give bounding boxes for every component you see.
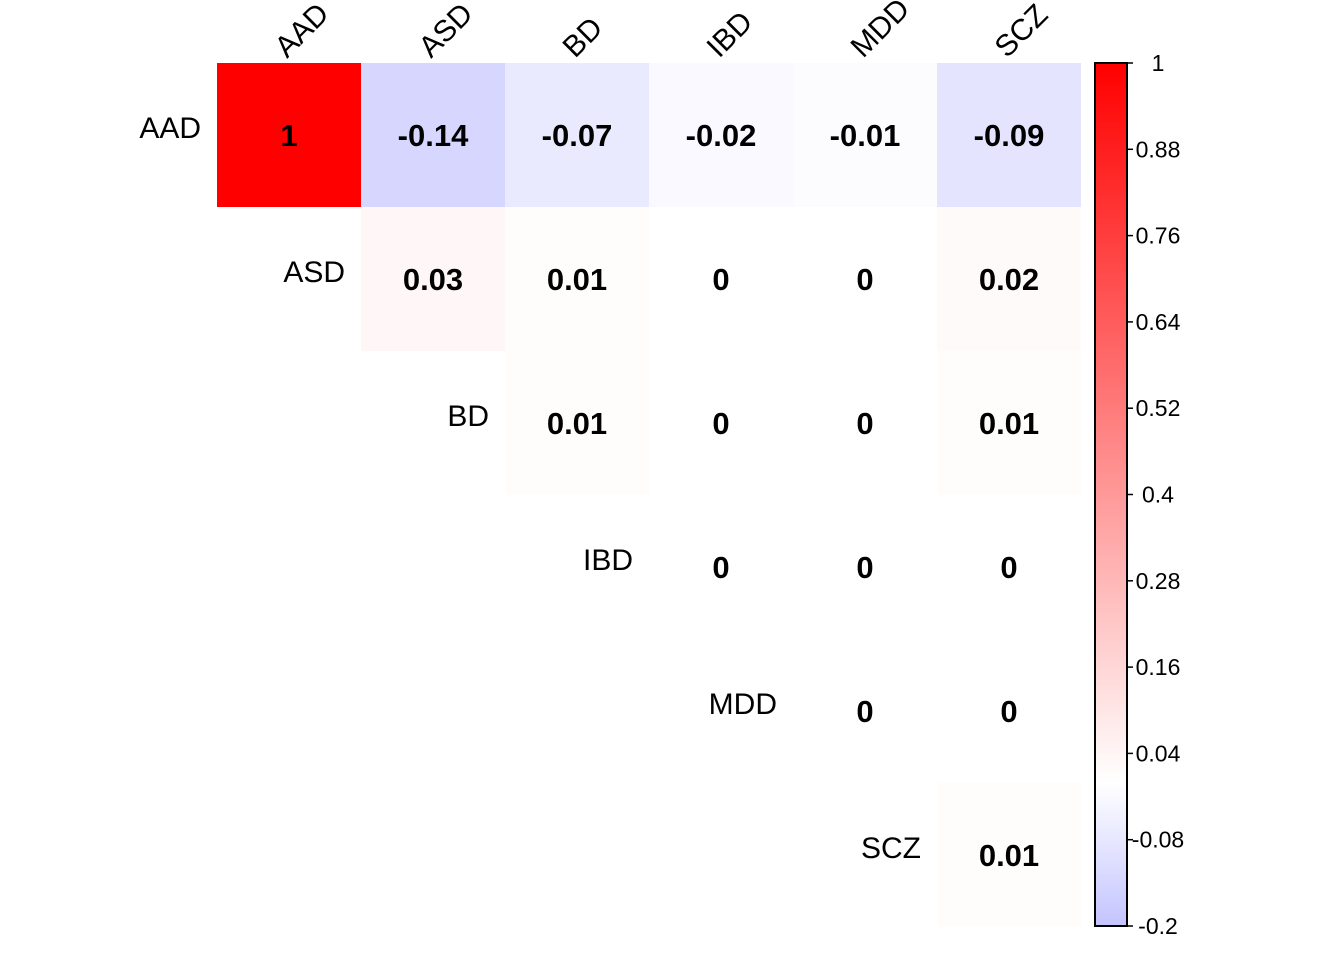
row-label-ASD: ASD [283,256,345,289]
cell-MDD-SCZ [937,639,1081,783]
cell-AAD-BD [505,63,649,207]
colorbar-tick-label: -0.08 [1132,827,1184,853]
cell-value-AAD-BD: -0.07 [542,118,613,153]
column-label-IBD: IBD [701,5,760,64]
cell-AAD-IBD [649,63,793,207]
cell-value-AAD-ASD: -0.14 [398,118,469,153]
colorbar-gradient [1094,62,1128,927]
row-label-MDD: MDD [709,688,777,721]
cell-value-ASD-BD: 0.01 [547,262,607,297]
cell-value-MDD-MDD: 0 [856,694,873,729]
cell-BD-IBD [649,351,793,495]
cell-value-ASD-SCZ: 0.02 [979,262,1039,297]
colorbar-tick-label: 0.16 [1136,654,1181,680]
heatmap-cells: 1 -0.14 -0.07 -0.02 -0.01 -0.09 0.03 0.01 0 0 0.02… [217,63,1081,927]
cell-AAD-MDD [793,63,937,207]
cell-value-MDD-SCZ: 0 [1000,694,1017,729]
cell-BD-BD [505,351,649,495]
column-label-BD: BD [557,11,610,64]
colorbar-tick-label: 0.88 [1136,136,1181,162]
colorbar-tick-label: 0.4 [1142,482,1174,508]
cell-value-BD-IBD: 0 [712,406,729,441]
column-label-MDD: MDD [845,0,917,64]
cell-value-AAD-MDD: -0.01 [830,118,901,153]
cell-ASD-BD [505,207,649,351]
colorbar-ticks: 1 0.88 0.76 0.64 0.52 0.4 0.28 0.16 0.04 -0.08 -0.… [1127,50,1184,939]
cell-ASD-ASD [361,207,505,351]
colorbar-tick-label: 0.64 [1136,309,1181,335]
cell-AAD-SCZ [937,63,1081,207]
row-label-BD: BD [447,400,489,433]
row-label-AAD: AAD [139,112,201,145]
cell-AAD-ASD [361,63,505,207]
cell-ASD-MDD [793,207,937,351]
row-label-IBD: IBD [583,544,633,577]
column-labels: AAD ASD BD IBD MDD SCZ [269,0,1055,64]
cell-value-SCZ-SCZ: 0.01 [979,838,1039,873]
row-labels: AAD ASD BD IBD MDD SCZ [139,112,921,865]
cell-value-AAD-IBD: -0.02 [686,118,757,153]
cell-IBD-MDD [793,495,937,639]
row-label-SCZ: SCZ [861,832,921,865]
cell-value-ASD-IBD: 0 [712,262,729,297]
cell-value-AAD-AAD: 1 [280,118,297,153]
cell-value-IBD-MDD: 0 [856,550,873,585]
column-label-ASD: ASD [413,0,480,64]
colorbar-tick-label: 0.28 [1136,568,1181,594]
colorbar-tick-label: 0.04 [1136,740,1181,766]
cell-BD-MDD [793,351,937,495]
colorbar-tick-label: 1 [1152,50,1165,76]
cell-value-BD-MDD: 0 [856,406,873,441]
cell-AAD-AAD [217,63,361,207]
cell-value-BD-BD: 0.01 [547,406,607,441]
cell-value-IBD-IBD: 0 [712,550,729,585]
cell-value-BD-SCZ: 0.01 [979,406,1039,441]
cell-ASD-SCZ [937,207,1081,351]
cell-value-ASD-ASD: 0.03 [403,262,463,297]
cell-value-ASD-MDD: 0 [856,262,873,297]
cell-value-IBD-SCZ: 0 [1000,550,1017,585]
cell-ASD-IBD [649,207,793,351]
cell-IBD-SCZ [937,495,1081,639]
cell-value-AAD-SCZ: -0.09 [974,118,1045,153]
colorbar [1094,62,1128,927]
column-label-SCZ: SCZ [989,0,1055,64]
colorbar-tick-label: 0.76 [1136,223,1181,249]
colorbar-tick-label: -0.2 [1138,913,1178,939]
cell-MDD-MDD [793,639,937,783]
colorbar-tick-label: 0.52 [1136,395,1181,421]
cell-SCZ-SCZ [937,783,1081,927]
cell-IBD-IBD [649,495,793,639]
column-label-AAD: AAD [269,0,336,64]
cell-BD-SCZ [937,351,1081,495]
